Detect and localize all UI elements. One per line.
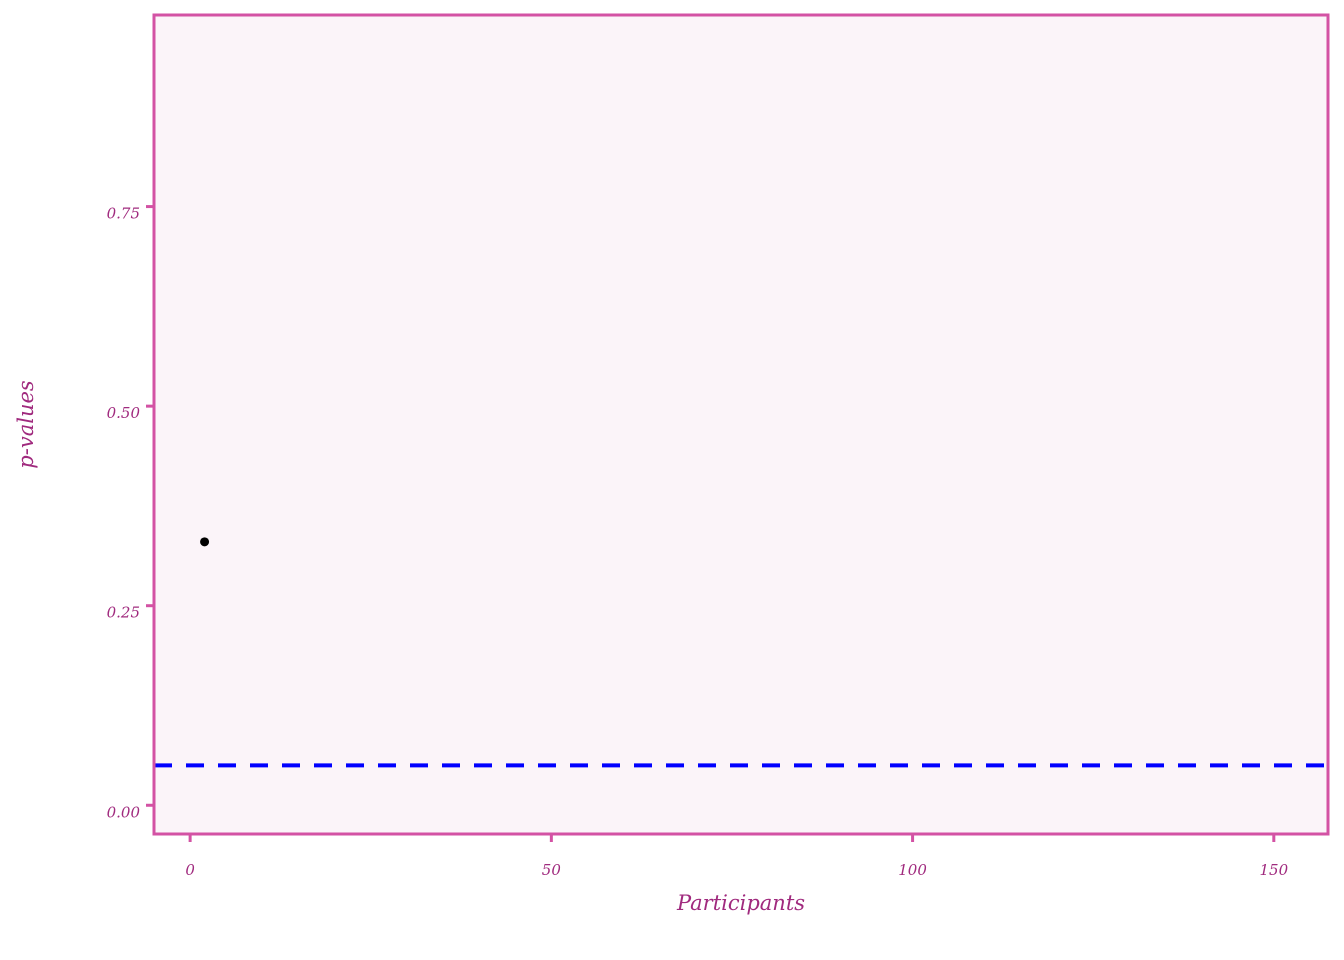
plot-frame bbox=[152, 13, 1330, 836]
data-points bbox=[200, 537, 210, 547]
y-tick-label: 0.50 bbox=[107, 404, 141, 422]
y-tick-label: 0.75 bbox=[107, 205, 140, 223]
x-tick-label: 0 bbox=[185, 861, 195, 879]
x-tick-label: 100 bbox=[898, 861, 927, 879]
plot-panel bbox=[154, 15, 1328, 834]
x-tick-label: 150 bbox=[1259, 861, 1288, 879]
data-point bbox=[200, 537, 210, 547]
x-axis: 0 50 100 150 bbox=[185, 834, 1289, 879]
y-tick-label: 0.25 bbox=[107, 604, 140, 622]
x-tick-label: 50 bbox=[542, 861, 562, 879]
y-tick-label: 0.00 bbox=[107, 803, 141, 821]
y-axis: 0.00 0.25 0.50 0.75 bbox=[107, 205, 154, 821]
x-axis-title: Participants bbox=[676, 891, 805, 915]
y-axis-title: p-values bbox=[14, 380, 38, 469]
